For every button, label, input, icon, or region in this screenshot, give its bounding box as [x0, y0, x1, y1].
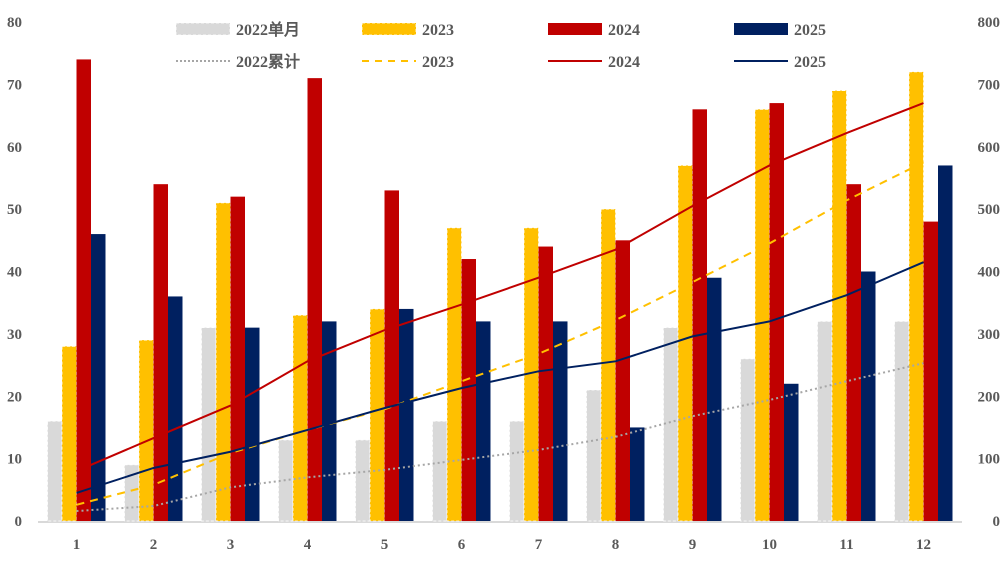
right-tick-label: 0 — [993, 514, 1001, 530]
bar-2024 — [153, 184, 168, 522]
bar-2024 — [615, 240, 630, 521]
bar-2023 — [369, 308, 385, 522]
bar-2025 — [861, 271, 876, 521]
legend-swatch-bar — [734, 23, 788, 35]
bar-2025 — [938, 165, 953, 521]
right-tick-label: 800 — [978, 15, 1001, 31]
bar-2024 — [76, 59, 91, 522]
bar-2023 — [831, 90, 847, 522]
bar-2025 — [168, 296, 183, 521]
bar-2025 — [784, 383, 799, 521]
legend-swatch-bar — [548, 23, 602, 35]
bar-2024 — [538, 246, 553, 522]
bar-2023 — [677, 165, 693, 522]
bar-2023 — [292, 314, 308, 522]
bar-2025 — [553, 321, 568, 521]
x-tick-label: 2 — [150, 537, 158, 553]
bar-2024 — [307, 78, 322, 521]
bar-2022单月 — [278, 439, 294, 522]
bar-2024 — [769, 103, 784, 522]
left-tick-label: 30 — [7, 327, 22, 343]
bar-2025 — [476, 321, 491, 521]
legend-label: 2024 — [608, 54, 640, 71]
legend-label: 2022单月 — [236, 20, 300, 39]
left-tick-label: 60 — [7, 140, 22, 156]
right-tick-label: 100 — [978, 452, 1001, 468]
left-tick-label: 80 — [7, 15, 22, 31]
legend-swatch-bar — [175, 22, 231, 36]
x-tick-label: 10 — [762, 537, 777, 553]
legend-label: 2024 — [608, 22, 640, 39]
x-tick-label: 11 — [839, 537, 853, 553]
axes: 0102030405060708001002003004005006007008… — [7, 15, 1000, 553]
bar-2023 — [138, 339, 154, 522]
bar-2024 — [384, 190, 399, 521]
left-tick-label: 20 — [7, 389, 22, 405]
left-tick-label: 70 — [7, 77, 22, 93]
bar-2024 — [846, 184, 861, 522]
x-tick-label: 9 — [689, 537, 697, 553]
bar-2025 — [245, 327, 260, 521]
right-tick-label: 200 — [978, 389, 1001, 405]
bar-2023 — [446, 227, 462, 522]
bar-2022单月 — [586, 389, 602, 522]
right-tick-label: 500 — [978, 202, 1001, 218]
right-tick-label: 400 — [978, 265, 1001, 281]
bar-2022单月 — [201, 327, 217, 522]
legend-label: 2023 — [422, 54, 454, 71]
bar-2022单月 — [355, 439, 371, 522]
bar-2023 — [61, 345, 77, 522]
bar-2025 — [322, 321, 337, 521]
x-tick-label: 1 — [73, 537, 81, 553]
bar-2023 — [600, 208, 616, 522]
left-tick-label: 40 — [7, 265, 22, 281]
line-2023 — [76, 161, 924, 506]
x-tick-label: 3 — [227, 537, 235, 553]
bar-2022单月 — [432, 420, 448, 522]
bar-2024 — [692, 109, 707, 521]
x-tick-label: 5 — [381, 537, 389, 553]
lines — [76, 102, 924, 513]
left-tick-label: 0 — [15, 514, 23, 530]
right-tick-label: 300 — [978, 327, 1001, 343]
bar-2025 — [91, 234, 106, 521]
bar-2023 — [908, 71, 924, 522]
legend-swatch-bar — [361, 22, 417, 36]
legend-label: 2023 — [422, 22, 454, 39]
x-tick-label: 7 — [535, 537, 543, 553]
left-tick-label: 50 — [7, 202, 22, 218]
bar-2024 — [461, 259, 476, 521]
line-2025 — [76, 261, 924, 494]
legend-label: 2025 — [794, 54, 826, 71]
right-tick-label: 700 — [978, 77, 1001, 93]
bar-2022单月 — [509, 420, 525, 522]
bar-2022单月 — [894, 320, 910, 522]
bar-2022单月 — [817, 320, 833, 522]
legend-label: 2025 — [794, 22, 826, 39]
x-tick-label: 4 — [304, 537, 312, 553]
bar-2024 — [230, 196, 245, 521]
bar-2025 — [630, 427, 645, 521]
bar-2023 — [215, 202, 231, 522]
bar-2022单月 — [47, 420, 63, 522]
bar-2025 — [399, 308, 414, 521]
bar-2024 — [923, 221, 938, 521]
x-tick-label: 6 — [458, 537, 466, 553]
bars — [47, 59, 953, 522]
x-tick-label: 12 — [916, 537, 931, 553]
legend: 2022单月 2023 2024 2025 2022累计 2023 2024 2025 — [175, 20, 826, 71]
line-2022累计 — [76, 362, 924, 513]
bar-2022单月 — [740, 358, 756, 522]
legend-label: 2022累计 — [236, 52, 300, 71]
line-2024 — [76, 102, 924, 473]
x-tick-label: 8 — [612, 537, 620, 553]
left-tick-label: 10 — [7, 452, 22, 468]
bar-2025 — [707, 277, 722, 521]
right-tick-label: 600 — [978, 140, 1001, 156]
